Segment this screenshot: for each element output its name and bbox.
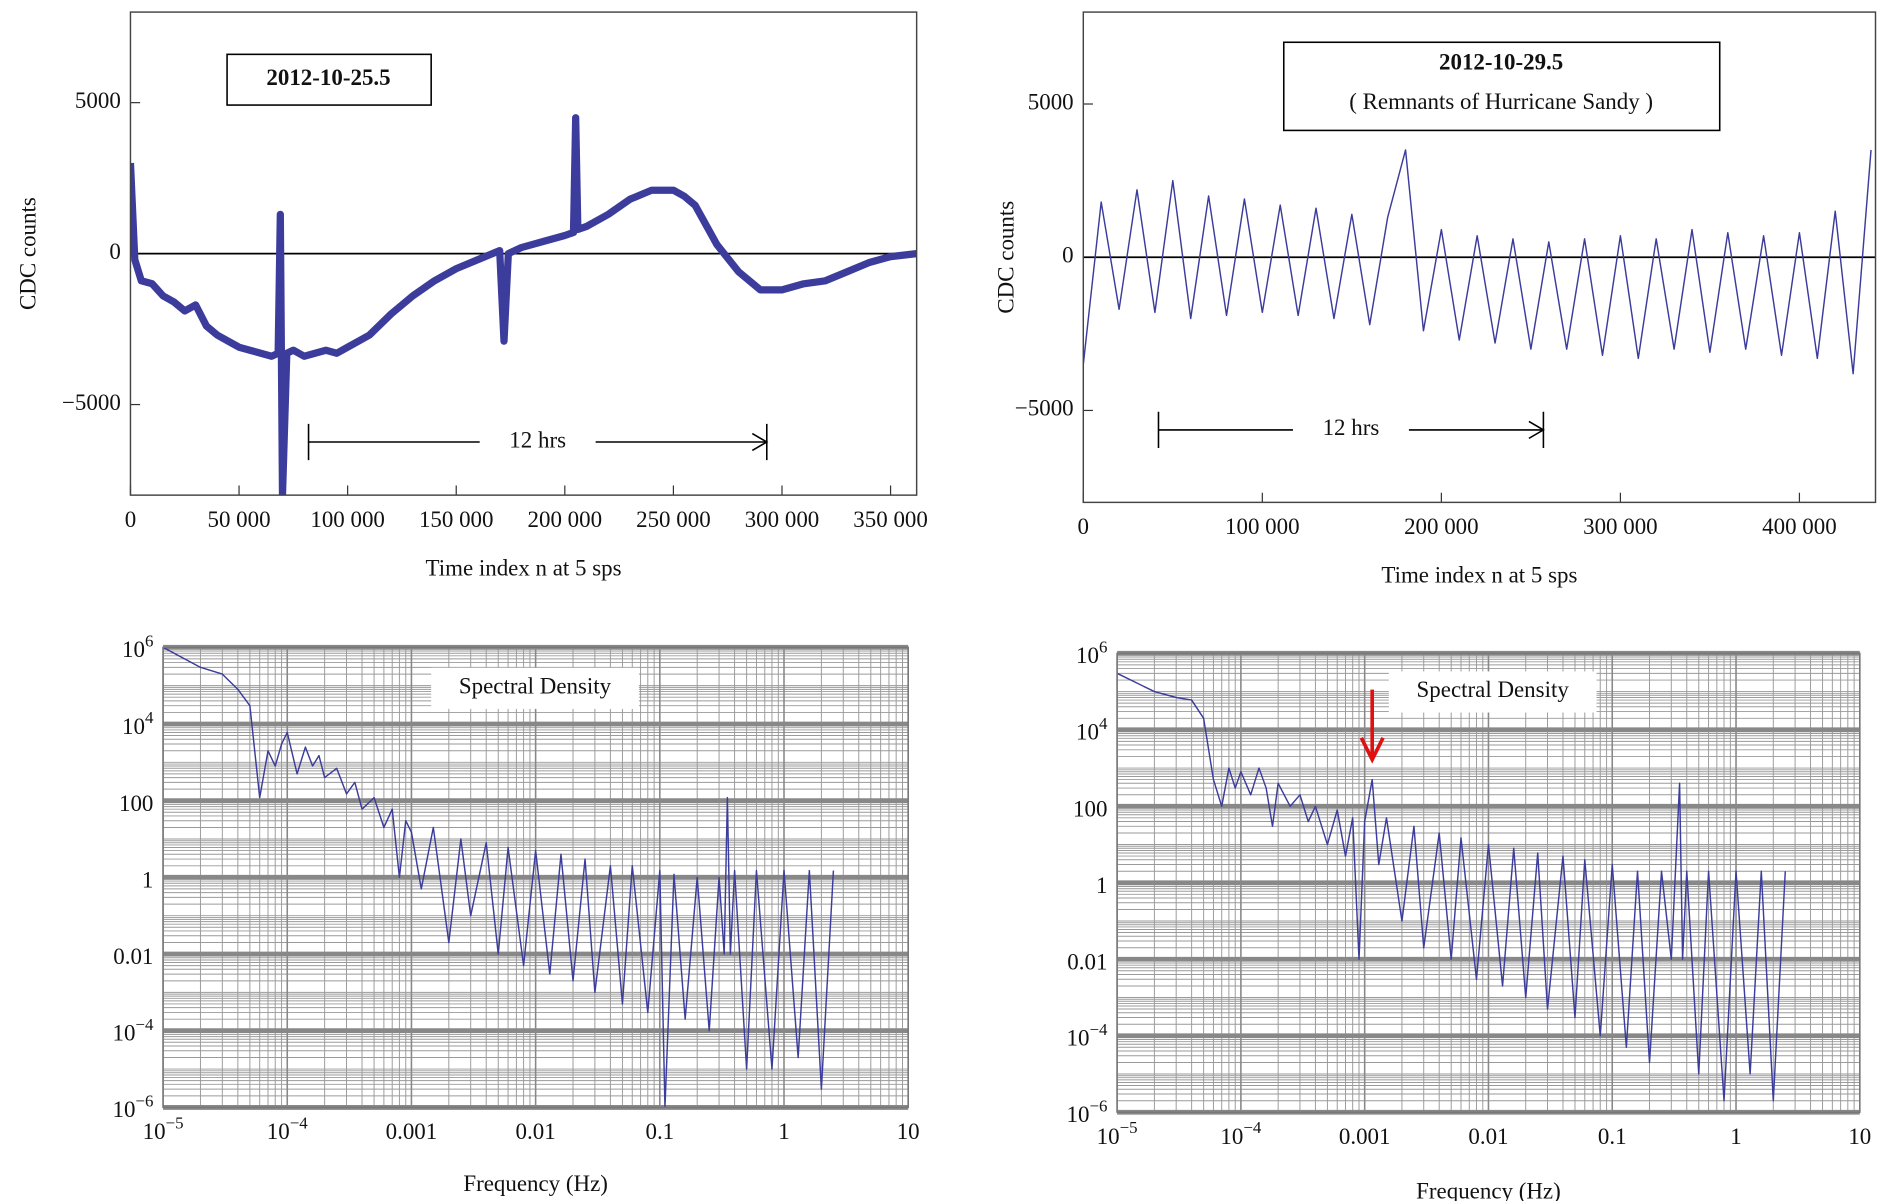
x-tick-label: 50 000 [208, 507, 271, 532]
y-tick-label: 106 [1076, 637, 1107, 668]
x-tick-label: 100 000 [310, 507, 385, 532]
series-line [130, 114, 917, 496]
chart: 10−5 10−4 0.001 0.01 0.1 1 10 10−6 10−4 0.01 1 100 1… [1067, 637, 1872, 1201]
plot-frame [1116, 652, 1861, 1113]
x-tick-label: 0.01 [516, 1119, 556, 1144]
annotation-box [431, 667, 639, 709]
x-tick-label: 300 000 [745, 507, 820, 532]
x-tick-label: 200 000 [1404, 514, 1479, 539]
x-tick-label: 0.01 [1468, 1124, 1508, 1149]
y-tick-label: 1 [142, 867, 153, 892]
y-tick-label: 0.01 [113, 944, 153, 969]
y-tick-label: 10−4 [112, 1015, 153, 1046]
annotation: Spectral Density [1417, 677, 1570, 702]
y-tick-label: 0 [1062, 242, 1073, 267]
subannotation: ( Remnants of Hurricane Sandy ) [1349, 89, 1653, 114]
annotation: 2012-10-29.5 [1439, 49, 1563, 74]
x-tick-label: 400 000 [1762, 514, 1837, 539]
chart: 10−5 10−4 0.001 0.01 0.1 1 10 10−6 10−4 0.01 1 100 1… [112, 631, 919, 1196]
y-axis-label: CDC counts [15, 197, 40, 310]
highlight-arrow [1359, 689, 1385, 764]
span-label-bg [479, 427, 596, 457]
span-label: 12 hrs [509, 427, 566, 452]
x-tick-label: 350 000 [853, 507, 928, 532]
chart: 0 100 000 200 000 300 000 400 000 −5000 0 5000 1… [994, 11, 1877, 588]
x-tick-label: 0.001 [386, 1119, 438, 1144]
chart: 0 50 000 100 000 150 000 200 000 250 000 300 0… [15, 11, 928, 580]
annotation: 2012-10-25.5 [266, 65, 390, 90]
y-tick-label: 1 [1096, 873, 1107, 898]
x-tick-label: 250 000 [636, 507, 711, 532]
y-tick-label: 104 [1076, 714, 1108, 745]
x-tick-label: 10−5 [1097, 1118, 1138, 1149]
plot-frame [1082, 11, 1877, 504]
x-tick-label: 150 000 [419, 507, 494, 532]
y-tick-label: −5000 [1015, 396, 1074, 421]
x-tick-label: 0 [1078, 514, 1089, 539]
annotation-box [226, 53, 432, 106]
series-line [1117, 672, 1787, 1102]
annotation-box [1388, 671, 1597, 713]
x-axis-label: Frequency (Hz) [1416, 1178, 1561, 1201]
y-tick-label: 5000 [75, 88, 121, 113]
x-tick-label: 100 000 [1225, 514, 1300, 539]
y-tick-label: 10−6 [112, 1091, 153, 1122]
annotation: Spectral Density [459, 674, 612, 699]
x-tick-label: 10 [897, 1119, 920, 1144]
x-axis-label: Frequency (Hz) [463, 1171, 608, 1196]
x-tick-label: 0.1 [1598, 1124, 1627, 1149]
y-tick-label: −5000 [62, 390, 121, 415]
y-tick-label: 100 [1073, 796, 1107, 821]
x-tick-label: 1 [778, 1119, 789, 1144]
y-tick-label: 104 [122, 708, 154, 739]
y-tick-label: 10−6 [1067, 1096, 1108, 1127]
y-tick-label: 0 [109, 239, 120, 264]
y-tick-label: 10−4 [1067, 1020, 1108, 1051]
x-tick-label: 0 [125, 507, 136, 532]
x-tick-label: 0.001 [1339, 1124, 1391, 1149]
x-axis-label: Time index n at 5 sps [426, 555, 622, 580]
y-axis-label: CDC counts [994, 201, 1019, 314]
y-tick-label: 0.01 [1067, 949, 1107, 974]
series-line [163, 647, 835, 1108]
y-tick-label: 5000 [1028, 89, 1074, 114]
x-tick-label: 1 [1730, 1124, 1741, 1149]
x-tick-label: 200 000 [528, 507, 603, 532]
x-tick-label: 0.1 [645, 1119, 674, 1144]
x-tick-label: 10−4 [1220, 1118, 1261, 1149]
span-label-bg [1292, 415, 1409, 445]
span-label: 12 hrs [1323, 415, 1380, 440]
x-axis-label: Time index n at 5 sps [1381, 563, 1577, 588]
series-line [1083, 149, 1872, 375]
plot-frame [162, 646, 909, 1109]
plot-frame [129, 11, 918, 496]
x-tick-label: 300 000 [1583, 514, 1658, 539]
y-tick-label: 100 [119, 791, 153, 816]
annotation-box [1282, 41, 1721, 132]
y-tick-label: 106 [122, 631, 153, 662]
x-tick-label: 10−5 [143, 1113, 184, 1144]
x-tick-label: 10−4 [267, 1113, 308, 1144]
x-tick-label: 10 [1848, 1124, 1871, 1149]
